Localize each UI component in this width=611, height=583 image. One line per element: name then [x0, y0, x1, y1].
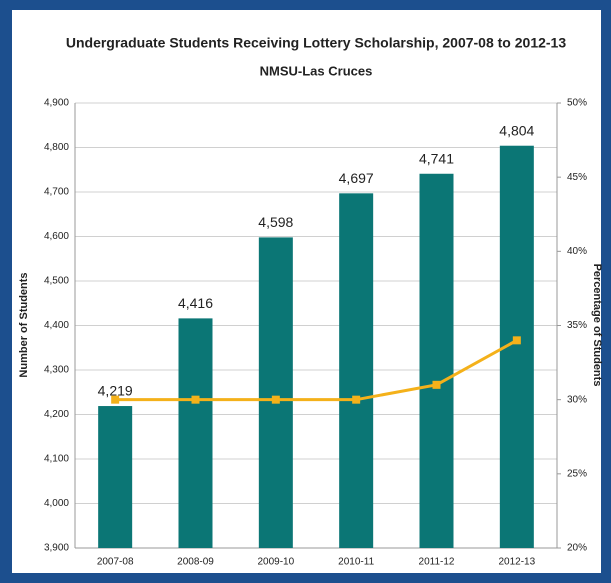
y-tick-label: 3,900 — [44, 543, 69, 554]
y-tick-label: 4,300 — [44, 365, 69, 376]
y-tick-label: 4,500 — [44, 276, 69, 287]
y-tick-label: 4,600 — [44, 231, 69, 242]
bar — [339, 193, 374, 548]
y2-tick-label: 30% — [567, 394, 587, 405]
y2-tick-label: 20% — [567, 543, 587, 554]
chart-title: Undergraduate Students Receiving Lottery… — [66, 35, 566, 51]
y-tick-label: 4,700 — [44, 187, 69, 198]
y2-tick-label: 35% — [567, 320, 587, 331]
y-tick-label: 4,400 — [44, 320, 69, 331]
y2-tick-label: 45% — [567, 172, 587, 183]
data-label: 4,804 — [499, 122, 534, 138]
x-tick-label: 2007-08 — [97, 557, 134, 568]
y2-axis-label: Percentage of Students — [591, 264, 603, 387]
line-marker — [271, 395, 280, 404]
y-tick-label: 4,800 — [44, 142, 69, 153]
line-marker — [512, 336, 521, 345]
bar — [419, 173, 454, 548]
chart-subtitle: NMSU-Las Cruces — [260, 63, 373, 78]
data-label: 4,697 — [339, 170, 374, 186]
bar — [178, 318, 213, 548]
bar — [258, 237, 293, 548]
data-label: 4,219 — [98, 383, 133, 399]
y-tick-label: 4,000 — [44, 498, 69, 509]
line-marker — [111, 395, 120, 404]
y-tick-label: 4,100 — [44, 454, 69, 465]
data-label: 4,416 — [178, 295, 213, 311]
y-tick-label: 4,200 — [44, 409, 69, 420]
y2-tick-label: 50% — [567, 98, 587, 109]
y-tick-label: 4,900 — [44, 98, 69, 109]
x-tick-label: 2011-12 — [419, 557, 455, 568]
bar — [98, 406, 133, 548]
line-marker — [352, 395, 361, 404]
x-tick-label: 2009-10 — [257, 557, 294, 568]
line — [115, 339, 518, 402]
line-marker — [432, 380, 441, 389]
x-tick-label: 2010-11 — [338, 557, 374, 568]
data-label: 4,741 — [419, 150, 454, 166]
x-tick-label: 2012-13 — [498, 557, 535, 568]
x-tick-label: 2008-09 — [177, 557, 214, 568]
y2-tick-label: 25% — [567, 468, 587, 479]
line-marker — [191, 395, 200, 404]
y2-tick-label: 40% — [567, 246, 587, 257]
y-axis-label: Number of Students — [18, 272, 30, 377]
data-label: 4,598 — [258, 214, 293, 230]
